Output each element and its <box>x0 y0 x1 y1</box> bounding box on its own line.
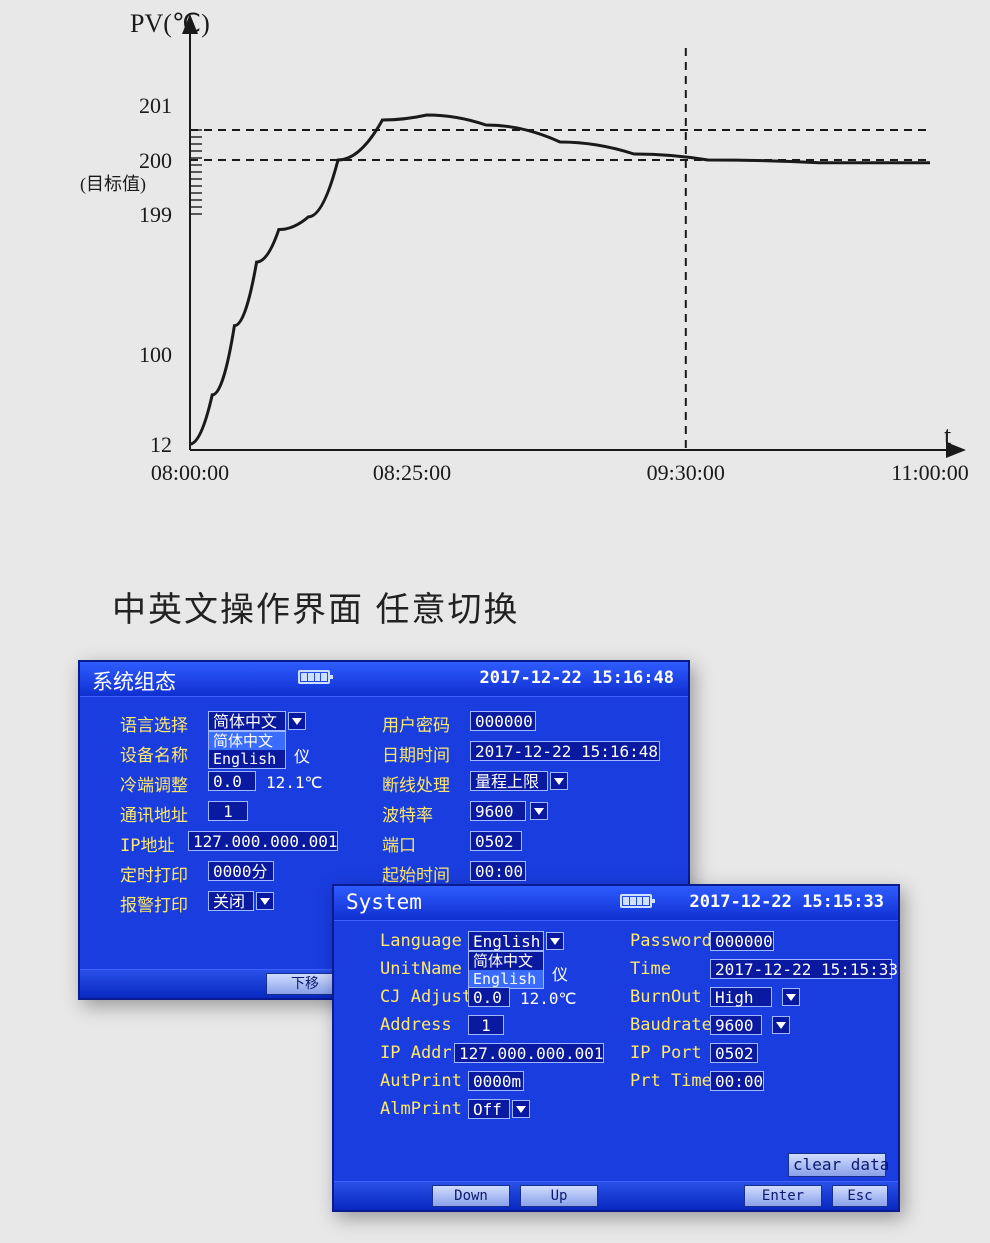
label-baudrate-en: Baudrate <box>630 1015 712 1035</box>
label-prt-time: Prt Time <box>630 1071 712 1091</box>
auto-print-input[interactable]: 0000分 <box>208 861 274 881</box>
chevron-down-icon[interactable] <box>782 988 800 1006</box>
baudrate-select[interactable]: 9600 <box>470 801 526 821</box>
cj-adjust-reading: 12.1℃ <box>266 773 323 792</box>
language-dropdown-cn[interactable]: 简体中文 English <box>208 731 286 769</box>
almprint-select[interactable]: Off <box>468 1099 510 1119</box>
label-burnout: 断线处理 <box>382 771 450 796</box>
panel-clock-cn: 2017-12-22 15:16:48 <box>480 668 674 688</box>
svg-text:t: t <box>944 421 952 450</box>
label-almprint: AlmPrint <box>380 1099 462 1119</box>
panel-title-cn: 系统组态 <box>92 666 176 696</box>
password-input-en[interactable]: 000000 <box>710 931 774 951</box>
svg-text:200: 200 <box>139 148 172 173</box>
label-auto-print: 定时打印 <box>120 861 188 886</box>
svg-text:199: 199 <box>139 202 172 227</box>
prt-time-input[interactable]: 00:00 <box>710 1071 764 1091</box>
label-ip-address: IP地址 <box>120 831 174 856</box>
enter-button[interactable]: Enter <box>744 1185 822 1207</box>
label-baudrate: 波特率 <box>382 801 433 826</box>
address-input-en[interactable]: 1 <box>468 1015 504 1035</box>
down-button-en[interactable]: Down <box>432 1185 510 1207</box>
up-button[interactable]: Up <box>520 1185 598 1207</box>
option-simplified-chinese[interactable]: 简体中文 <box>469 952 543 970</box>
label-comm-address: 通讯地址 <box>120 801 188 826</box>
svg-text:201: 201 <box>139 93 172 118</box>
chevron-down-icon[interactable] <box>550 772 568 790</box>
label-password-en: Password <box>630 931 712 951</box>
option-english[interactable]: English <box>209 750 285 768</box>
cj-adjust-reading-en: 12.0℃ <box>520 989 577 1008</box>
svg-text:(目标值): (目标值) <box>80 174 146 195</box>
alarm-print-select[interactable]: 关闭 <box>208 891 254 911</box>
svg-text:PV(℃): PV(℃) <box>130 9 210 38</box>
chevron-down-icon[interactable] <box>512 1100 530 1118</box>
burnout-select[interactable]: 量程上限 <box>470 771 548 791</box>
ip-addr-input-en[interactable]: 127.000.000.001 <box>454 1043 604 1063</box>
chevron-down-icon[interactable] <box>288 712 306 730</box>
language-select[interactable]: 简体中文 <box>208 711 286 731</box>
section-headline: 中英文操作界面 任意切换 <box>112 582 519 631</box>
svg-text:09:30:00: 09:30:00 <box>647 460 725 485</box>
password-input[interactable]: 000000 <box>470 711 536 731</box>
ip-address-input[interactable]: 127.000.000.001 <box>188 831 338 851</box>
baudrate-select-en[interactable]: 9600 <box>710 1015 762 1035</box>
label-language: 语言选择 <box>120 711 188 736</box>
svg-text:08:00:00: 08:00:00 <box>151 460 229 485</box>
label-start-time: 起始时间 <box>382 861 450 886</box>
option-english[interactable]: English <box>469 970 543 988</box>
language-select-en[interactable]: English <box>468 931 544 951</box>
label-password: 用户密码 <box>382 711 450 736</box>
svg-text:12: 12 <box>150 432 172 457</box>
panel-clock-en: 2017-12-22 15:15:33 <box>690 892 884 912</box>
label-port: 端口 <box>382 831 416 856</box>
pv-chart: PV(℃) t 201 200 199 100 12 (目标值) 08:00:00 08:25:0… <box>60 0 970 520</box>
datetime-input[interactable]: 2017-12-22 15:16:48 <box>470 741 660 761</box>
chevron-down-icon[interactable] <box>256 892 274 910</box>
label-ip-port: IP Port <box>630 1043 702 1063</box>
option-simplified-chinese[interactable]: 简体中文 <box>209 732 285 750</box>
svg-text:100: 100 <box>139 342 172 367</box>
burnout-select-en[interactable]: High <box>710 987 772 1007</box>
language-dropdown-en[interactable]: 简体中文 English <box>468 951 544 989</box>
label-ip-addr-en: IP Addr <box>380 1043 452 1063</box>
label-unit-name: UnitName <box>380 959 462 979</box>
cj-adjust-input-en[interactable]: 0.0 <box>468 987 510 1007</box>
device-name-suffix: 仪 <box>294 743 310 767</box>
label-burnout-en: BurnOut <box>630 987 702 1007</box>
unit-name-suffix: 仪 <box>552 961 568 985</box>
panel-title-en: System <box>346 890 422 914</box>
port-input[interactable]: 0502 <box>470 831 522 851</box>
chevron-down-icon[interactable] <box>530 802 548 820</box>
cj-adjust-input[interactable]: 0.0 <box>208 771 256 791</box>
chevron-down-icon[interactable] <box>772 1016 790 1034</box>
svg-text:11:00:00: 11:00:00 <box>891 460 968 485</box>
svg-text:08:25:00: 08:25:00 <box>373 460 451 485</box>
label-device-name: 设备名称 <box>120 741 188 766</box>
chevron-down-icon[interactable] <box>546 932 564 950</box>
system-config-panel-en: System 2017-12-22 15:15:33 Language Engl… <box>332 884 900 1212</box>
label-cj-adjust-en: CJ Adjust <box>380 987 472 1007</box>
label-autprint: AutPrint <box>380 1071 462 1091</box>
esc-button[interactable]: Esc <box>832 1185 888 1207</box>
autprint-input[interactable]: 0000m <box>468 1071 524 1091</box>
label-datetime: 日期时间 <box>382 741 450 766</box>
label-language-en: Language <box>380 931 462 951</box>
label-cj-adjust: 冷端调整 <box>120 771 188 796</box>
start-time-input[interactable]: 00:00 <box>470 861 526 881</box>
clear-data-button[interactable]: clear data <box>788 1153 886 1177</box>
label-alarm-print: 报警打印 <box>120 891 188 916</box>
label-time-en: Time <box>630 959 671 979</box>
battery-icon <box>620 894 652 908</box>
ip-port-input[interactable]: 0502 <box>710 1043 758 1063</box>
comm-address-input[interactable]: 1 <box>208 801 248 821</box>
time-input-en[interactable]: 2017-12-22 15:15:33 <box>710 959 892 979</box>
battery-icon <box>298 670 330 684</box>
label-address-en: Address <box>380 1015 452 1035</box>
